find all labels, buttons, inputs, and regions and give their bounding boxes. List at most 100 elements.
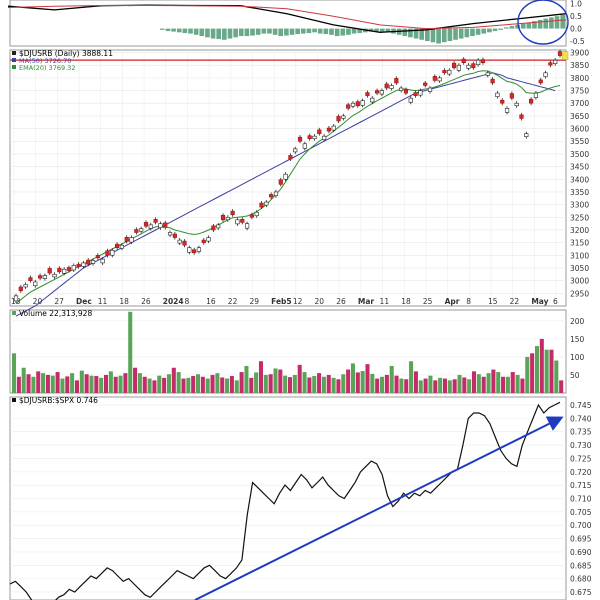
- volume-bar: [399, 378, 404, 393]
- volume-bar: [404, 379, 409, 393]
- volume-bar: [278, 369, 283, 393]
- indicator-histogram-bar: [475, 28, 481, 35]
- volume-bar: [45, 374, 50, 393]
- candle-body: [240, 219, 245, 223]
- indicator-histogram-bar: [340, 28, 346, 36]
- volume-bar: [283, 375, 288, 393]
- volume-bar: [472, 371, 477, 393]
- indicator-histogram-bar: [487, 28, 492, 33]
- candle-body: [23, 284, 28, 288]
- volume-bar: [539, 338, 544, 393]
- indicator-histogram-bar: [549, 17, 554, 29]
- indicator-histogram-bar: [374, 28, 379, 32]
- candle-body: [437, 77, 442, 82]
- volume-bar: [152, 380, 157, 393]
- indicator-histogram-bar: [436, 28, 441, 44]
- candle-body: [182, 240, 187, 246]
- indicator-line: [7, 5, 567, 30]
- last-price-marker: [561, 51, 569, 60]
- indicator-histogram-bar: [227, 28, 233, 39]
- candle-body: [389, 85, 394, 89]
- indicator-histogram-bar: [402, 28, 408, 37]
- candle-body: [235, 219, 240, 225]
- price-y-tick-label: 3900: [570, 49, 589, 58]
- price-x-tick-label: 20: [315, 297, 325, 306]
- candle-body: [244, 223, 250, 229]
- candle-body: [490, 78, 495, 84]
- ratio-legend-swatch: [12, 398, 16, 402]
- volume-bar: [486, 373, 491, 393]
- candle-body: [524, 133, 529, 137]
- candle-body: [302, 143, 307, 149]
- price-y-tick-label: 3400: [570, 175, 589, 184]
- price-x-tick-label: Dec: [76, 297, 92, 306]
- volume-bar: [94, 376, 99, 393]
- candle-body: [110, 249, 115, 256]
- volume-bar: [21, 367, 26, 393]
- volume-bar: [70, 373, 75, 393]
- annotation-circle: [517, 0, 569, 45]
- candle-body: [269, 194, 274, 198]
- volume-bar: [181, 378, 186, 393]
- candle-body: [95, 255, 100, 259]
- price-x-tick-label: 6: [553, 297, 558, 306]
- volume-bar: [191, 376, 196, 393]
- volume-bar: [99, 377, 104, 393]
- volume-bar: [433, 380, 438, 393]
- candle-body: [495, 92, 500, 97]
- indicator-histogram-bar: [165, 28, 171, 32]
- volume-bar: [452, 379, 457, 393]
- ratio-y-tick-label: 0.705: [570, 508, 592, 517]
- volume-bar: [389, 365, 394, 393]
- ratio-y-tick-label: 0.725: [570, 454, 592, 463]
- ratio-y-tick-label: 0.700: [570, 521, 592, 530]
- candle-body: [293, 148, 298, 153]
- volume-bar: [147, 378, 152, 393]
- candle-body: [418, 90, 423, 96]
- indicator-histogram-bar: [317, 28, 323, 34]
- volume-y-tick-label: 150: [570, 335, 585, 344]
- price-x-tick-label: 2024: [163, 297, 184, 306]
- candle-body: [427, 87, 433, 92]
- indicator-y-tick-label: 1.0: [570, 0, 582, 9]
- indicator-histogram-bar: [238, 28, 244, 37]
- volume-bar: [505, 376, 510, 393]
- indicator-histogram-bar: [408, 28, 413, 38]
- volume-y-tick-label: 100: [570, 353, 585, 362]
- price-legend-label: $DJUSRB (Daily) 3888.11: [19, 49, 113, 58]
- price-x-tick-label: 15: [488, 297, 498, 306]
- candle-body: [259, 202, 264, 208]
- candle-body: [461, 58, 466, 63]
- volume-bar: [171, 367, 176, 393]
- indicator-histogram-bar: [216, 28, 222, 40]
- volume-bar: [307, 377, 312, 393]
- price-y-tick-label: 3800: [570, 74, 589, 83]
- candle-body: [476, 59, 481, 66]
- volume-bar: [384, 374, 389, 393]
- volume-bar: [360, 370, 365, 393]
- volume-bar: [55, 372, 60, 393]
- candle-body: [365, 92, 370, 96]
- price-y-tick-label: 3050: [570, 264, 589, 273]
- candle-body: [538, 79, 543, 84]
- price-x-tick-label: 20: [33, 297, 43, 306]
- indicator-y-tick-label: -0.5: [570, 37, 585, 46]
- ratio-y-tick-label: 0.695: [570, 535, 592, 544]
- volume-bar: [428, 375, 433, 393]
- price-y-tick-label: 3550: [570, 137, 589, 146]
- ratio-y-tick-label: 0.710: [570, 495, 592, 504]
- price-y-tick-label: 3300: [570, 201, 589, 210]
- price-y-tick-label: 3100: [570, 251, 589, 260]
- candle-body: [114, 243, 120, 249]
- volume-bar: [331, 377, 336, 393]
- indicator-histogram-bar: [492, 28, 498, 32]
- candle-body: [206, 237, 211, 242]
- indicator-histogram-bar: [300, 28, 306, 34]
- candle-body: [355, 101, 360, 107]
- volume-bar: [438, 377, 443, 393]
- candle-body: [33, 281, 38, 287]
- price-x-tick-label: 11: [380, 297, 390, 306]
- indicator-histogram-bar: [560, 14, 565, 29]
- indicator-histogram-bar: [357, 28, 362, 34]
- volume-bar: [534, 346, 539, 393]
